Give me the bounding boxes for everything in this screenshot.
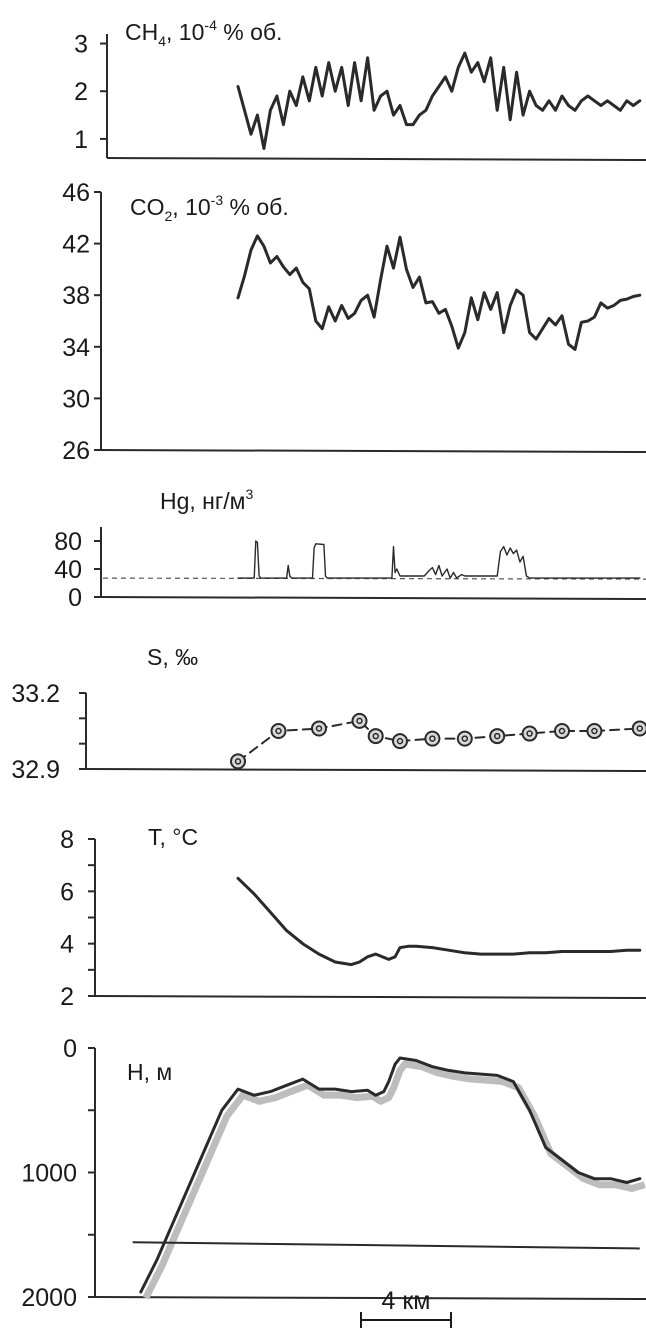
- x-axis: [106, 157, 646, 161]
- data-point: [631, 720, 646, 737]
- data-point: [521, 725, 538, 742]
- data-point: [311, 720, 327, 737]
- x-axis: [94, 995, 646, 999]
- data-point-center: [526, 730, 533, 737]
- y-tick-label: 0: [63, 1035, 77, 1063]
- data-point: [230, 753, 246, 770]
- data-point: [554, 723, 570, 739]
- temperature-panel: 2 4 6 8 T, °C: [60, 824, 646, 1011]
- panel-title: CO2, 10-3 % об.: [130, 192, 289, 224]
- data-point: [270, 723, 287, 739]
- y-tick-label: 32.9: [11, 756, 60, 784]
- series-line: [139, 1056, 642, 1294]
- data-point-center: [356, 717, 363, 725]
- data-point: [489, 728, 506, 745]
- y-tick-label: 26: [62, 437, 90, 465]
- data-point: [367, 728, 384, 745]
- data-point-center: [315, 725, 323, 732]
- series-line: [236, 51, 642, 150]
- co2-panel: 26 30 34 38 42 46 CO2, 10-3 % об.: [62, 179, 646, 465]
- data-point-center: [275, 727, 282, 735]
- x-axis: [100, 449, 646, 453]
- reference-line: [132, 1241, 640, 1250]
- data-point-center: [591, 727, 598, 735]
- series-line: [236, 234, 642, 351]
- panel-title: Hg, нг/м3: [160, 486, 253, 514]
- y-tick-label: 46: [62, 179, 90, 207]
- depth-panel: 0 1000 2000 H, м: [21, 1035, 646, 1312]
- y-tick-label: 33.2: [11, 680, 60, 708]
- y-tick-label: 1000: [21, 1160, 77, 1188]
- x-axis: [100, 596, 646, 600]
- y-tick-label: 40: [54, 556, 82, 584]
- y-tick-label: 4: [60, 931, 74, 959]
- series-line: [236, 876, 642, 967]
- y-tick-label: 3: [74, 31, 88, 59]
- y-tick-label: 0: [68, 584, 82, 612]
- series-shadow: [142, 1060, 646, 1300]
- data-point-center: [396, 737, 404, 745]
- data-point-center: [234, 758, 242, 765]
- scale-bar-label: 4 км: [382, 1287, 431, 1315]
- ch4-panel: 1 2 3 CH4, 10-4 % об.: [74, 17, 646, 161]
- y-tick-label: 30: [62, 385, 90, 413]
- data-point-center: [372, 732, 379, 740]
- data-point: [351, 712, 368, 729]
- panel-title: CH4, 10-4 % об.: [125, 17, 282, 49]
- x-axis: [94, 1296, 646, 1300]
- data-point: [424, 730, 441, 747]
- salinity-panel: 32.9 33.2 S, ‰: [11, 644, 646, 784]
- data-point-center: [461, 735, 469, 742]
- series-line: [237, 540, 641, 579]
- data-point-center: [429, 735, 436, 742]
- y-tick-label: 38: [62, 282, 90, 310]
- data-point-center: [493, 732, 501, 740]
- y-tick-label: 2: [60, 983, 74, 1011]
- data-point: [586, 723, 603, 739]
- y-tick-label: 80: [54, 528, 82, 556]
- data-point: [456, 730, 473, 747]
- y-tick-label: 1: [74, 126, 88, 154]
- data-point-center: [558, 727, 566, 735]
- y-tick-label: 2000: [21, 1284, 77, 1312]
- data-point: [392, 733, 408, 750]
- y-tick-label: 34: [62, 334, 90, 362]
- scale-bar: 4 км: [360, 1287, 452, 1328]
- y-tick-label: 2: [74, 78, 88, 106]
- panel-title: H, м: [127, 1059, 172, 1085]
- panel-title: T, °C: [148, 824, 198, 850]
- data-point-center: [636, 725, 644, 732]
- panel-title: S, ‰: [147, 644, 198, 670]
- y-tick-label: 42: [62, 231, 90, 259]
- x-axis: [85, 768, 646, 772]
- y-tick-label: 8: [60, 826, 74, 854]
- y-tick-label: 6: [60, 878, 74, 906]
